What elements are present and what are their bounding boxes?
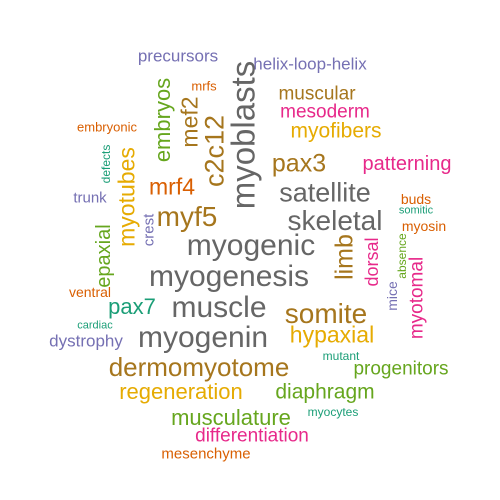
word-myogenic: myogenic [186, 229, 316, 262]
word-embryonic: embryonic [77, 119, 137, 135]
word-diaphragm: diaphragm [275, 380, 375, 404]
word-pax3: pax3 [271, 149, 327, 178]
word-regeneration: regeneration [119, 379, 243, 404]
word-dermomyotome: dermomyotome [108, 352, 290, 382]
word-dorsal: dorsal [362, 237, 382, 287]
word-embryos: embryos [150, 77, 175, 163]
word-muscle: muscle [171, 291, 267, 324]
word-myogenin: myogenin [137, 321, 269, 354]
word-myocytes: myocytes [307, 405, 359, 419]
word-dystrophy: dystrophy [49, 331, 123, 351]
word-helix-loop-helix: helix-loop-helix [253, 54, 367, 74]
word-mesenchyme: mesenchyme [161, 445, 251, 463]
word-ventral: ventral [68, 284, 112, 300]
word-muscular: muscular [278, 83, 356, 105]
word-hypaxial: hypaxial [289, 321, 375, 348]
word-myf5: myf5 [156, 201, 218, 232]
word-somitic: somitic [398, 204, 434, 217]
word-patterning: patterning [362, 153, 452, 175]
word-pax7: pax7 [108, 294, 156, 319]
word-skeletal: skeletal [287, 205, 383, 236]
word-mesoderm: mesoderm [280, 101, 370, 123]
word-precursors: precursors [137, 46, 219, 66]
word-mrfs: mrfs [191, 78, 217, 94]
word-mrf4: mrf4 [149, 173, 195, 200]
word-trunk: trunk [73, 189, 107, 207]
word-myotubes: myotubes [113, 147, 140, 247]
word-mutant: mutant [322, 349, 360, 363]
word-epaxial: epaxial [93, 224, 115, 288]
word-myotomal: myotomal [406, 256, 428, 340]
word-progenitors: progenitors [353, 358, 449, 380]
word-crest: crest [140, 213, 158, 247]
word-c2c12: c2c12 [199, 114, 230, 188]
word-myogenesis: myogenesis [148, 260, 310, 293]
word-myoblasts: myoblasts [224, 60, 262, 210]
word-mice: mice [384, 281, 400, 311]
word-musculature: musculature [171, 405, 291, 430]
word-defects: defects [99, 144, 113, 184]
word-myosin: myosin [401, 218, 447, 234]
word-satellite: satellite [279, 177, 371, 208]
word-mef2: mef2 [176, 96, 203, 148]
word-cardiac: cardiac [77, 319, 113, 332]
word-myofibers: myofibers [290, 119, 382, 143]
word-limb: limb [330, 234, 359, 280]
word-differentiation: differentiation [195, 425, 309, 447]
word-somite: somite [284, 298, 368, 329]
word-buds: buds [400, 191, 432, 207]
